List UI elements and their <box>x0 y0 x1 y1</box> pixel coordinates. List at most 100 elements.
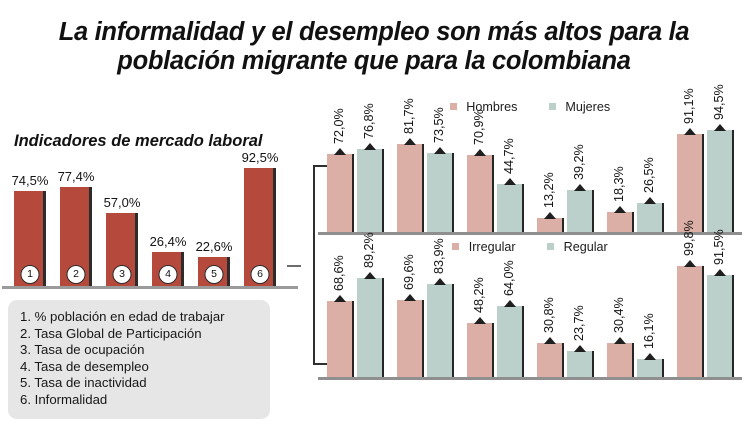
bar-group: 48,2% 64,0% <box>464 260 528 377</box>
bar-mujeres: 73,5% <box>427 107 454 232</box>
legend-swatch-icon <box>452 243 460 250</box>
left-bar-value-label: 74,5% <box>11 173 49 188</box>
bar-mujeres: 76,8% <box>357 103 384 232</box>
left-bar-value-label: 26,4% <box>149 234 187 249</box>
top-right-plot-area: 72,0% 76,8% 81,7% 73,5% 70,9% 44,7% 13,2% 39,2%… <box>318 84 742 232</box>
bottom-right-chart-panel: Irregular Regular 68,6% 89,2% 69,6% 83,9% 48… <box>318 220 742 385</box>
bar-cap-triangle-icon <box>713 124 726 131</box>
bar-value-label: 89,2% <box>361 232 376 268</box>
bottom-right-plot-area: 68,6% 89,2% 69,6% 83,9% 48,2% 64,0% 30,8% 23,7%… <box>318 220 742 377</box>
indicator-key-box: 1. % población en edad de trabajar 2. Ta… <box>8 300 270 419</box>
legend-label: Mujeres <box>565 100 611 114</box>
bracket-stem <box>287 265 301 267</box>
bar-irregular: 99,8% <box>677 220 704 377</box>
list-item: 2. Tasa Global de Participación <box>20 325 202 341</box>
bar-cap-triangle-icon <box>543 337 556 344</box>
bar-value-label: 39,2% <box>571 144 586 180</box>
bar-regular: 89,2% <box>357 232 384 377</box>
bar-value-label: 44,7% <box>501 138 516 174</box>
bar-irregular: 30,4% <box>607 297 634 377</box>
bar-group: 91,1% 94,5% <box>674 84 738 232</box>
bar-cap-triangle-icon <box>613 337 626 344</box>
legend-item-regular: Regular <box>547 240 608 254</box>
left-bar-index-badge: 6 <box>250 265 270 284</box>
bar-group: 30,8% 23,7% <box>534 266 598 377</box>
bar-regular: 91,5% <box>707 229 734 377</box>
bar-hombres: 13,2% <box>537 172 564 232</box>
bar-group: 69,6% 83,9% <box>394 238 458 377</box>
bar-group: 81,7% 73,5% <box>394 98 458 232</box>
bar-value-label: 30,4% <box>611 297 626 333</box>
bar-cap-triangle-icon <box>503 300 516 307</box>
left-bar-index-badge: 4 <box>158 265 178 284</box>
bar-cap-triangle-icon <box>433 278 446 285</box>
bar-value-label: 83,9% <box>431 238 446 274</box>
bar-value-label: 70,9% <box>471 109 486 145</box>
left-chart-axis <box>2 286 298 289</box>
bar-cap-triangle-icon <box>713 269 726 276</box>
bar-cap-triangle-icon <box>683 128 696 135</box>
bar-hombres: 81,7% <box>397 98 424 232</box>
bar-cap-triangle-icon <box>403 138 416 145</box>
bar-value-label: 76,8% <box>361 103 376 139</box>
bar-value-label: 91,5% <box>711 229 726 265</box>
legend-hombres-mujeres: Hombres Mujeres <box>318 100 742 114</box>
left-chart-panel: Indicadores de mercado laboral 74,5% 1 77,… <box>0 128 300 419</box>
bar-regular: 23,7% <box>567 305 594 377</box>
bar-value-label: 69,6% <box>401 254 416 290</box>
legend-label: Irregular <box>468 240 516 254</box>
bar-cap-triangle-icon <box>433 147 446 154</box>
bar-value-label: 99,8% <box>681 220 696 256</box>
bar-mujeres: 44,7% <box>497 138 524 232</box>
top-right-chart-panel: Hombres Mujeres 72,0% 76,8% 81,7% 73,5% 70,9… <box>318 84 742 240</box>
left-bar-group: 74,5% 1 <box>11 158 49 286</box>
bar-value-label: 13,2% <box>541 172 556 208</box>
bar-value-label: 72,0% <box>331 108 346 144</box>
bar-cap-triangle-icon <box>683 260 696 267</box>
bar-group: 99,8% 91,5% <box>674 220 738 377</box>
legend-label: Hombres <box>466 100 518 114</box>
left-bar-group: 92,5% 6 <box>242 150 278 286</box>
page-title: La informalidad y el desempleo son más a… <box>58 18 690 75</box>
list-item: 4. Tasa de desempleo <box>20 358 149 374</box>
bar-value-label: 48,2% <box>471 277 486 313</box>
bar-mujeres: 94,5% <box>707 84 734 232</box>
legend-swatch-icon <box>449 103 457 110</box>
left-bar-index-badge: 3 <box>112 265 132 284</box>
left-bar-group: 77,4% 2 <box>57 158 95 286</box>
bar-regular: 64,0% <box>497 260 524 377</box>
list-item: 5. Tasa de inactividad <box>20 375 147 391</box>
bracket-spine <box>313 165 315 365</box>
left-bar-value-label: 77,4% <box>57 169 95 184</box>
bar-group: 72,0% 76,8% <box>324 103 388 232</box>
bar-cap-triangle-icon <box>643 197 656 204</box>
bar-value-label: 16,1% <box>641 313 656 349</box>
bar-cap-triangle-icon <box>573 184 586 191</box>
bar-group: 13,2% 39,2% <box>534 124 598 232</box>
bar-cap-triangle-icon <box>543 212 556 219</box>
bar-cap-triangle-icon <box>613 206 626 213</box>
bottom-right-axis <box>318 377 742 380</box>
left-bar-value-label: 57,0% <box>103 195 141 210</box>
bar-group: 18,3% 26,5% <box>604 124 668 232</box>
bar-irregular: 48,2% <box>467 277 494 377</box>
bar-value-label: 68,6% <box>331 255 346 291</box>
bar-hombres: 91,1% <box>677 88 704 232</box>
bar-value-label: 64,0% <box>501 260 516 296</box>
left-bar-group: 26,4% 4 <box>149 158 187 286</box>
bar-hombres: 70,9% <box>467 109 494 232</box>
legend-swatch-icon <box>548 103 556 110</box>
bar-cap-triangle-icon <box>473 149 486 156</box>
bar-cap-triangle-icon <box>363 143 376 150</box>
bar-group: 30,4% 16,1% <box>604 266 668 377</box>
bracket-arm-top <box>313 165 328 167</box>
bar-mujeres: 26,5% <box>637 157 664 232</box>
left-bar-index-badge: 5 <box>204 265 224 284</box>
left-bar-value-label: 92,5% <box>241 150 279 165</box>
bar-value-label: 18,3% <box>611 166 626 202</box>
bar-regular: 83,9% <box>427 238 454 377</box>
bracket-connector <box>287 165 328 365</box>
bar-value-label: 26,5% <box>641 157 656 193</box>
bar-group: 70,9% 44,7% <box>464 109 528 232</box>
bar-mujeres: 39,2% <box>567 144 594 232</box>
